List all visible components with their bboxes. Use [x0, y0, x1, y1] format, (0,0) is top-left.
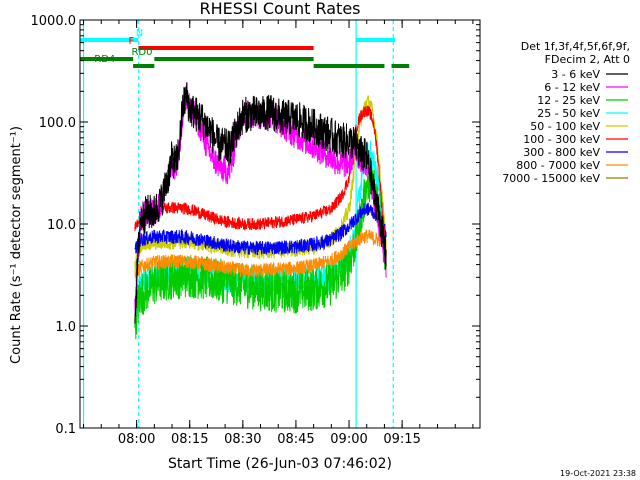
state-bar-1-segment-0	[138, 46, 314, 50]
x-tick-label-5: 09:15	[383, 432, 420, 447]
legend-label-3: 25 - 50 keV	[537, 107, 600, 120]
legend-label-5: 100 - 300 keV	[523, 133, 600, 146]
x-tick-label-0: 08:00	[118, 432, 155, 447]
y-tick-label-1: 1.0	[55, 320, 76, 335]
state-bar-2-segment-1	[154, 57, 314, 61]
state-bar-label-2: RD0	[131, 47, 152, 58]
legend-label-6: 300 - 800 keV	[523, 146, 600, 159]
y-axis-label: Count Rate (s⁻¹ detector segment⁻¹)	[9, 126, 24, 364]
legend: Det 1f,3f,4f,5f,6f,9f, FDecim 2, Att 0 3…	[502, 40, 630, 185]
legend-header-line-2: FDecim 2, Att 0	[545, 53, 630, 66]
legend-label-0: 3 - 6 keV	[551, 68, 600, 81]
state-bar-0-segment-0	[80, 38, 139, 42]
chart-title: RHESSI Count Rates	[200, 0, 361, 18]
x-axis-label: Start Time (26-Jun-03 07:46:02)	[168, 456, 392, 472]
state-bar-label-3: RD4	[94, 54, 115, 65]
series-line-7	[134, 229, 387, 281]
y-tick-label-2: 10.0	[47, 218, 76, 233]
footer-timestamp: 19-Oct-2021 23:38	[560, 469, 636, 478]
axis-ticks: 0.1 1.0 10.0 100.0 1000.0 08:00 08:15 08:30 08:4…	[31, 14, 480, 447]
x-tick-label-3: 08:45	[277, 432, 314, 447]
x-tick-label-2: 08:30	[224, 432, 261, 447]
legend-label-1: 6 - 12 keV	[544, 81, 600, 94]
state-bar-3-segment-0	[133, 64, 155, 68]
state-bar-label-0: N	[136, 28, 143, 39]
series-lines	[134, 82, 387, 340]
y-tick-label-0: 0.1	[55, 422, 76, 437]
x-tick-label-1: 08:15	[171, 432, 208, 447]
legend-label-2: 12 - 25 keV	[537, 94, 600, 107]
legend-label-4: 50 - 100 keV	[530, 120, 600, 133]
series-line-2	[134, 159, 387, 340]
y-tick-label-3: 100.0	[39, 116, 76, 131]
state-bar-3-segment-1	[313, 64, 385, 68]
legend-label-8: 7000 - 15000 keV	[502, 172, 600, 185]
state-bar-2-segment-0	[80, 57, 134, 61]
state-bar-3-segment-2	[391, 64, 410, 68]
series-line-6	[134, 202, 387, 256]
series-line-0	[134, 82, 387, 324]
state-bar-0-segment-1	[356, 38, 396, 42]
state-bar-label-1: F	[128, 36, 134, 47]
series-line-5	[134, 105, 387, 268]
x-tick-label-4: 09:00	[330, 432, 367, 447]
legend-label-7: 800 - 7000 keV	[516, 159, 600, 172]
y-tick-label-4: 1000.0	[31, 14, 77, 29]
legend-header-line-1: Det 1f,3f,4f,5f,6f,9f,	[521, 40, 630, 53]
